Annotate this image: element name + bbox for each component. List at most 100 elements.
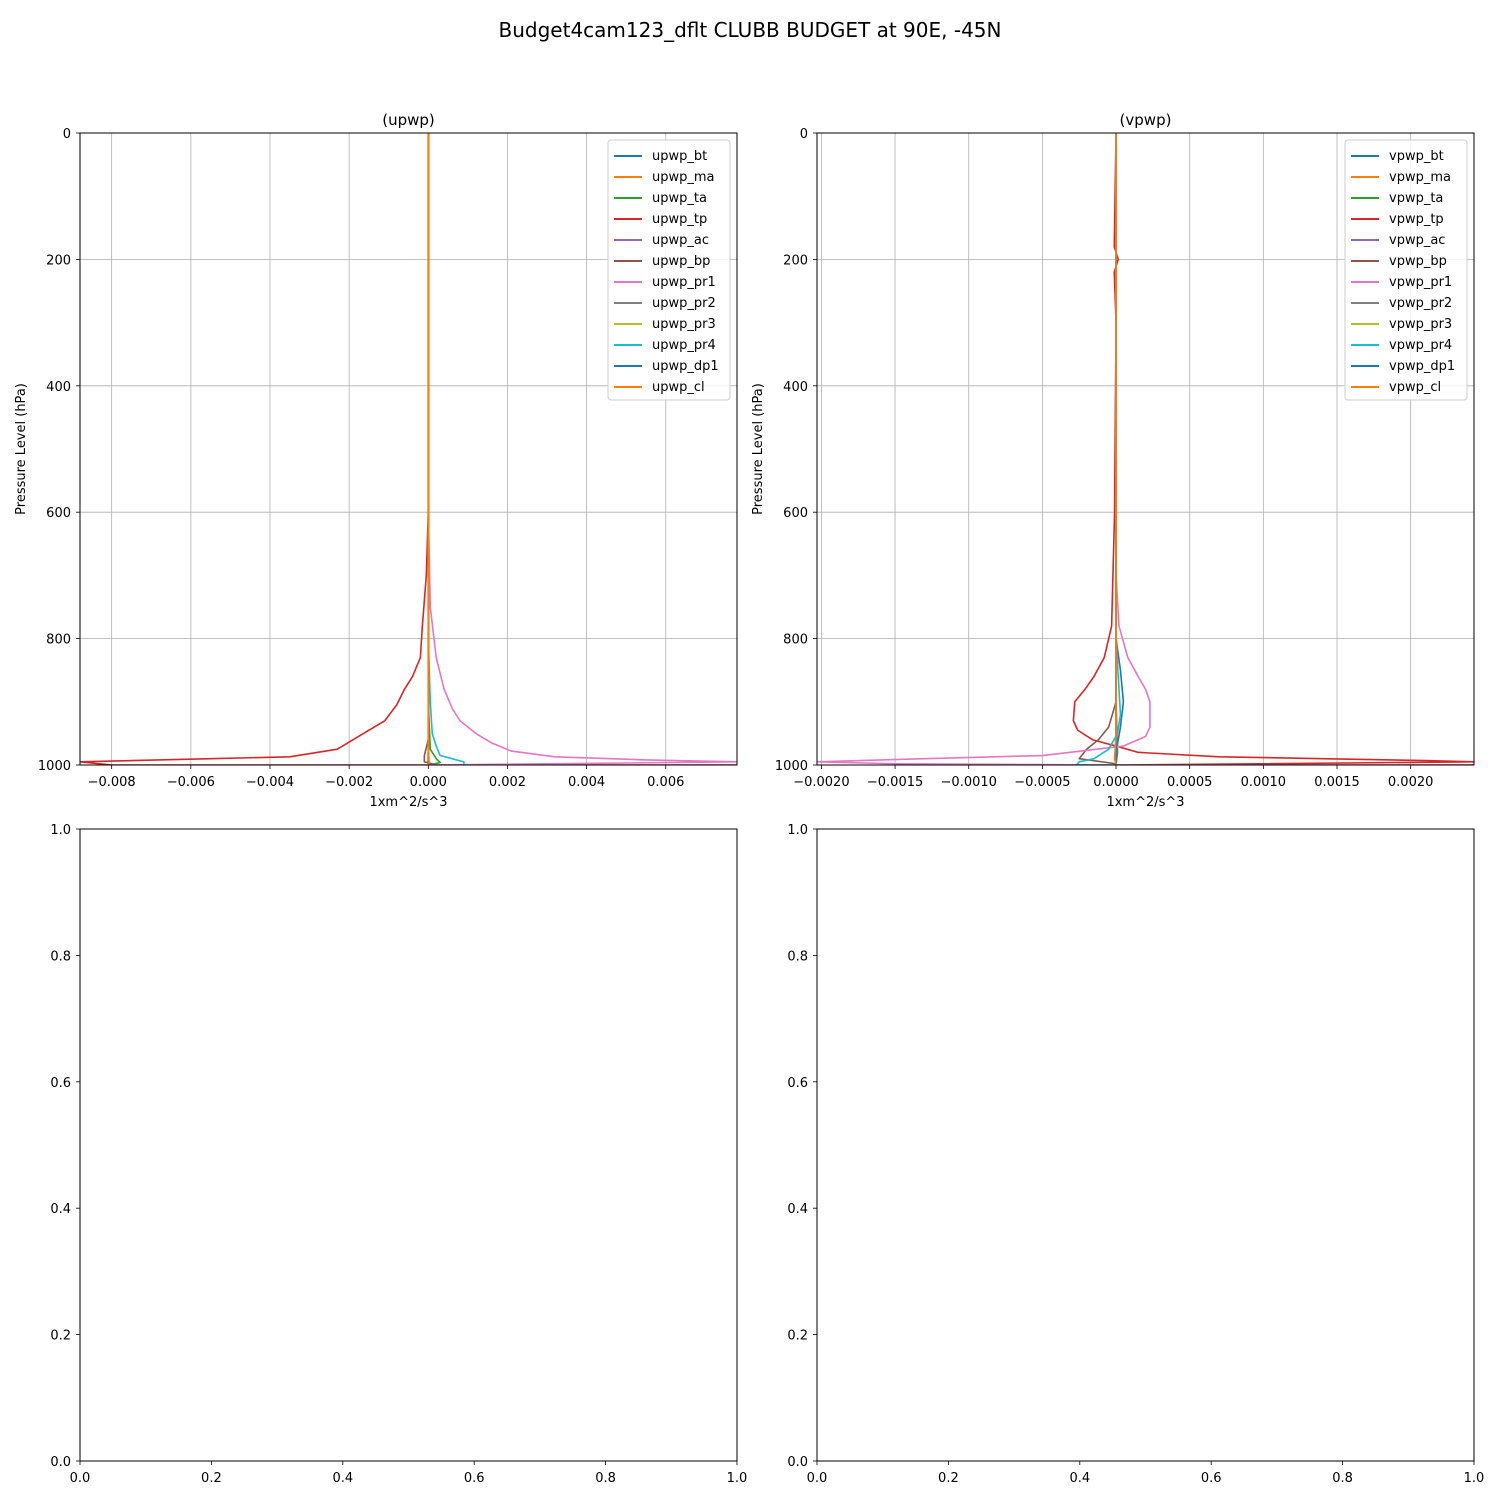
legend-label: upwp_tp (652, 212, 707, 227)
legend-label: upwp_ma (652, 170, 715, 185)
axes-frame (79, 132, 738, 766)
y-tick-label: 1000 (38, 759, 71, 774)
y-tick-label: 200 (783, 253, 808, 268)
y-tick-label: 0.4 (50, 1202, 71, 1217)
legend-label: upwp_ac (652, 233, 709, 248)
subplots: −0.008 −0.006 −0.004 −0.002 0.000 0.002 0.004 0… (14, 111, 1484, 1486)
series-line-upwp_cl (427, 133, 430, 765)
y-tick-label: 600 (46, 506, 71, 521)
legend-label: vpwp_bp (1389, 254, 1447, 269)
x-tick-label: 0.0015 (1314, 775, 1360, 790)
subplot-1: −0.008 −0.006 −0.004 −0.002 0.000 0.002 0.004 0… (14, 111, 738, 810)
y-tick-label: 0 (800, 127, 808, 142)
legend-label: vpwp_pr1 (1389, 275, 1452, 290)
x-tick-label: 0.0020 (1388, 775, 1434, 790)
y-axis-label: Pressure Level (hPa) (14, 383, 29, 515)
x-tick-label: 0.4 (332, 1471, 353, 1486)
axes-frame (816, 828, 1475, 1462)
y-tick-label: 0 (63, 127, 71, 142)
legend-label: upwp_pr1 (652, 275, 716, 290)
x-tick-label: −0.0015 (867, 775, 923, 790)
x-tick-label: 0.2 (201, 1471, 222, 1486)
series-line-vpwp_pr1 (817, 133, 1474, 765)
legend-label: upwp_bp (652, 254, 710, 269)
legend-label: upwp_dp1 (652, 359, 719, 374)
x-tick-label: 0.000 (410, 775, 447, 790)
subplot-3: 0.0 0.2 0.4 0.6 0.8 1.0 0.0 0.2 0.4 0.6 0.8 1.0 (50, 823, 747, 1486)
y-tick-label: 0.8 (50, 949, 71, 964)
legend: upwp_bt upwp_ma upwp_ta upwp_tp upwp_ac upwp_… (607, 139, 731, 401)
y-tick-label: 1000 (775, 759, 808, 774)
x-tick-label: 1.0 (1464, 1471, 1485, 1486)
series-group (80, 133, 737, 765)
series-group (817, 133, 1474, 765)
x-tick-label: −0.002 (325, 775, 373, 790)
y-tick-label: 400 (783, 380, 808, 395)
x-tick-label: −0.0005 (1014, 775, 1070, 790)
legend-box (607, 139, 731, 401)
legend-label: vpwp_pr2 (1389, 296, 1452, 311)
x-tick-label: 0.002 (489, 775, 526, 790)
x-tick-label: −0.006 (167, 775, 215, 790)
legend-label: vpwp_pr4 (1389, 338, 1452, 353)
y-tick-label: 1.0 (50, 823, 71, 838)
figure-title: Budget4cam123_dflt CLUBB BUDGET at 90E, … (499, 18, 1002, 42)
y-tick-label: 600 (783, 506, 808, 521)
legend-label: vpwp_ta (1389, 191, 1443, 206)
x-tick-label: 0.6 (464, 1471, 485, 1486)
legend-label: vpwp_tp (1389, 212, 1444, 227)
subplot-4: 0.0 0.2 0.4 0.6 0.8 1.0 0.0 0.2 0.4 0.6 0.8 1.0 (787, 823, 1484, 1486)
x-tick-label: 0.2 (938, 1471, 959, 1486)
y-tick-label: 0.0 (50, 1455, 71, 1470)
y-tick-label: 800 (46, 633, 71, 648)
x-tick-label: 0.0005 (1167, 775, 1213, 790)
x-tick-label: 0.6 (1201, 1471, 1222, 1486)
axes-frame (816, 132, 1475, 766)
y-tick-label: 200 (46, 253, 71, 268)
subplot-title: (upwp) (382, 111, 435, 129)
series-line-vpwp_bp (1078, 133, 1117, 765)
y-tick-label: 0.4 (787, 1202, 808, 1217)
y-tick-label: 1.0 (787, 823, 808, 838)
y-axis-label: Pressure Level (hPa) (751, 383, 766, 515)
legend: vpwp_bt vpwp_ma vpwp_ta vpwp_tp vpwp_ac vpwp_… (1344, 139, 1468, 401)
legend-box (1344, 139, 1468, 401)
legend-label: vpwp_ma (1389, 170, 1451, 185)
y-tick-label: 0.6 (50, 1076, 71, 1091)
series-line-upwp_tp (80, 133, 737, 765)
x-tick-label: −0.0020 (793, 775, 849, 790)
legend-label: vpwp_dp1 (1389, 359, 1455, 374)
y-tick-label: 800 (783, 633, 808, 648)
legend-label: upwp_pr3 (652, 317, 716, 332)
series-line-vpwp_pr4 (1075, 133, 1122, 765)
legend-label: vpwp_cl (1389, 380, 1441, 395)
legend-label: upwp_pr2 (652, 296, 716, 311)
legend-label: vpwp_bt (1389, 149, 1444, 164)
legend-label: vpwp_ac (1389, 233, 1445, 248)
y-tick-label: 400 (46, 380, 71, 395)
legend-label: upwp_ta (652, 191, 707, 206)
x-axis-label: 1xm^2/s^3 (369, 795, 447, 810)
series-line-upwp_pr1 (427, 133, 737, 765)
y-tick-label: 0.0 (787, 1455, 808, 1470)
x-tick-label: 0.0000 (1093, 775, 1139, 790)
legend-label: upwp_bt (652, 149, 707, 164)
legend-label: vpwp_pr3 (1389, 317, 1452, 332)
series-line-vpwp_tp (1072, 133, 1474, 765)
x-tick-label: 0.006 (647, 775, 684, 790)
y-tick-label: 0.8 (787, 949, 808, 964)
y-tick-label: 0.2 (787, 1329, 808, 1344)
x-tick-label: 0.4 (1069, 1471, 1090, 1486)
series-line-upwp_pr4 (427, 133, 465, 765)
x-tick-label: 0.0 (70, 1471, 91, 1486)
subplot-2: −0.0020 −0.0015 −0.0010 −0.0005 0.0000 0.0005… (751, 111, 1475, 810)
x-tick-label: 0.8 (595, 1471, 616, 1486)
x-tick-label: −0.0010 (941, 775, 997, 790)
axes-frame (79, 828, 738, 1462)
x-tick-label: 0.8 (1332, 1471, 1353, 1486)
x-tick-label: 1.0 (727, 1471, 748, 1486)
y-tick-label: 0.2 (50, 1329, 71, 1344)
x-tick-label: 0.004 (568, 775, 605, 790)
x-axis-label: 1xm^2/s^3 (1106, 795, 1184, 810)
